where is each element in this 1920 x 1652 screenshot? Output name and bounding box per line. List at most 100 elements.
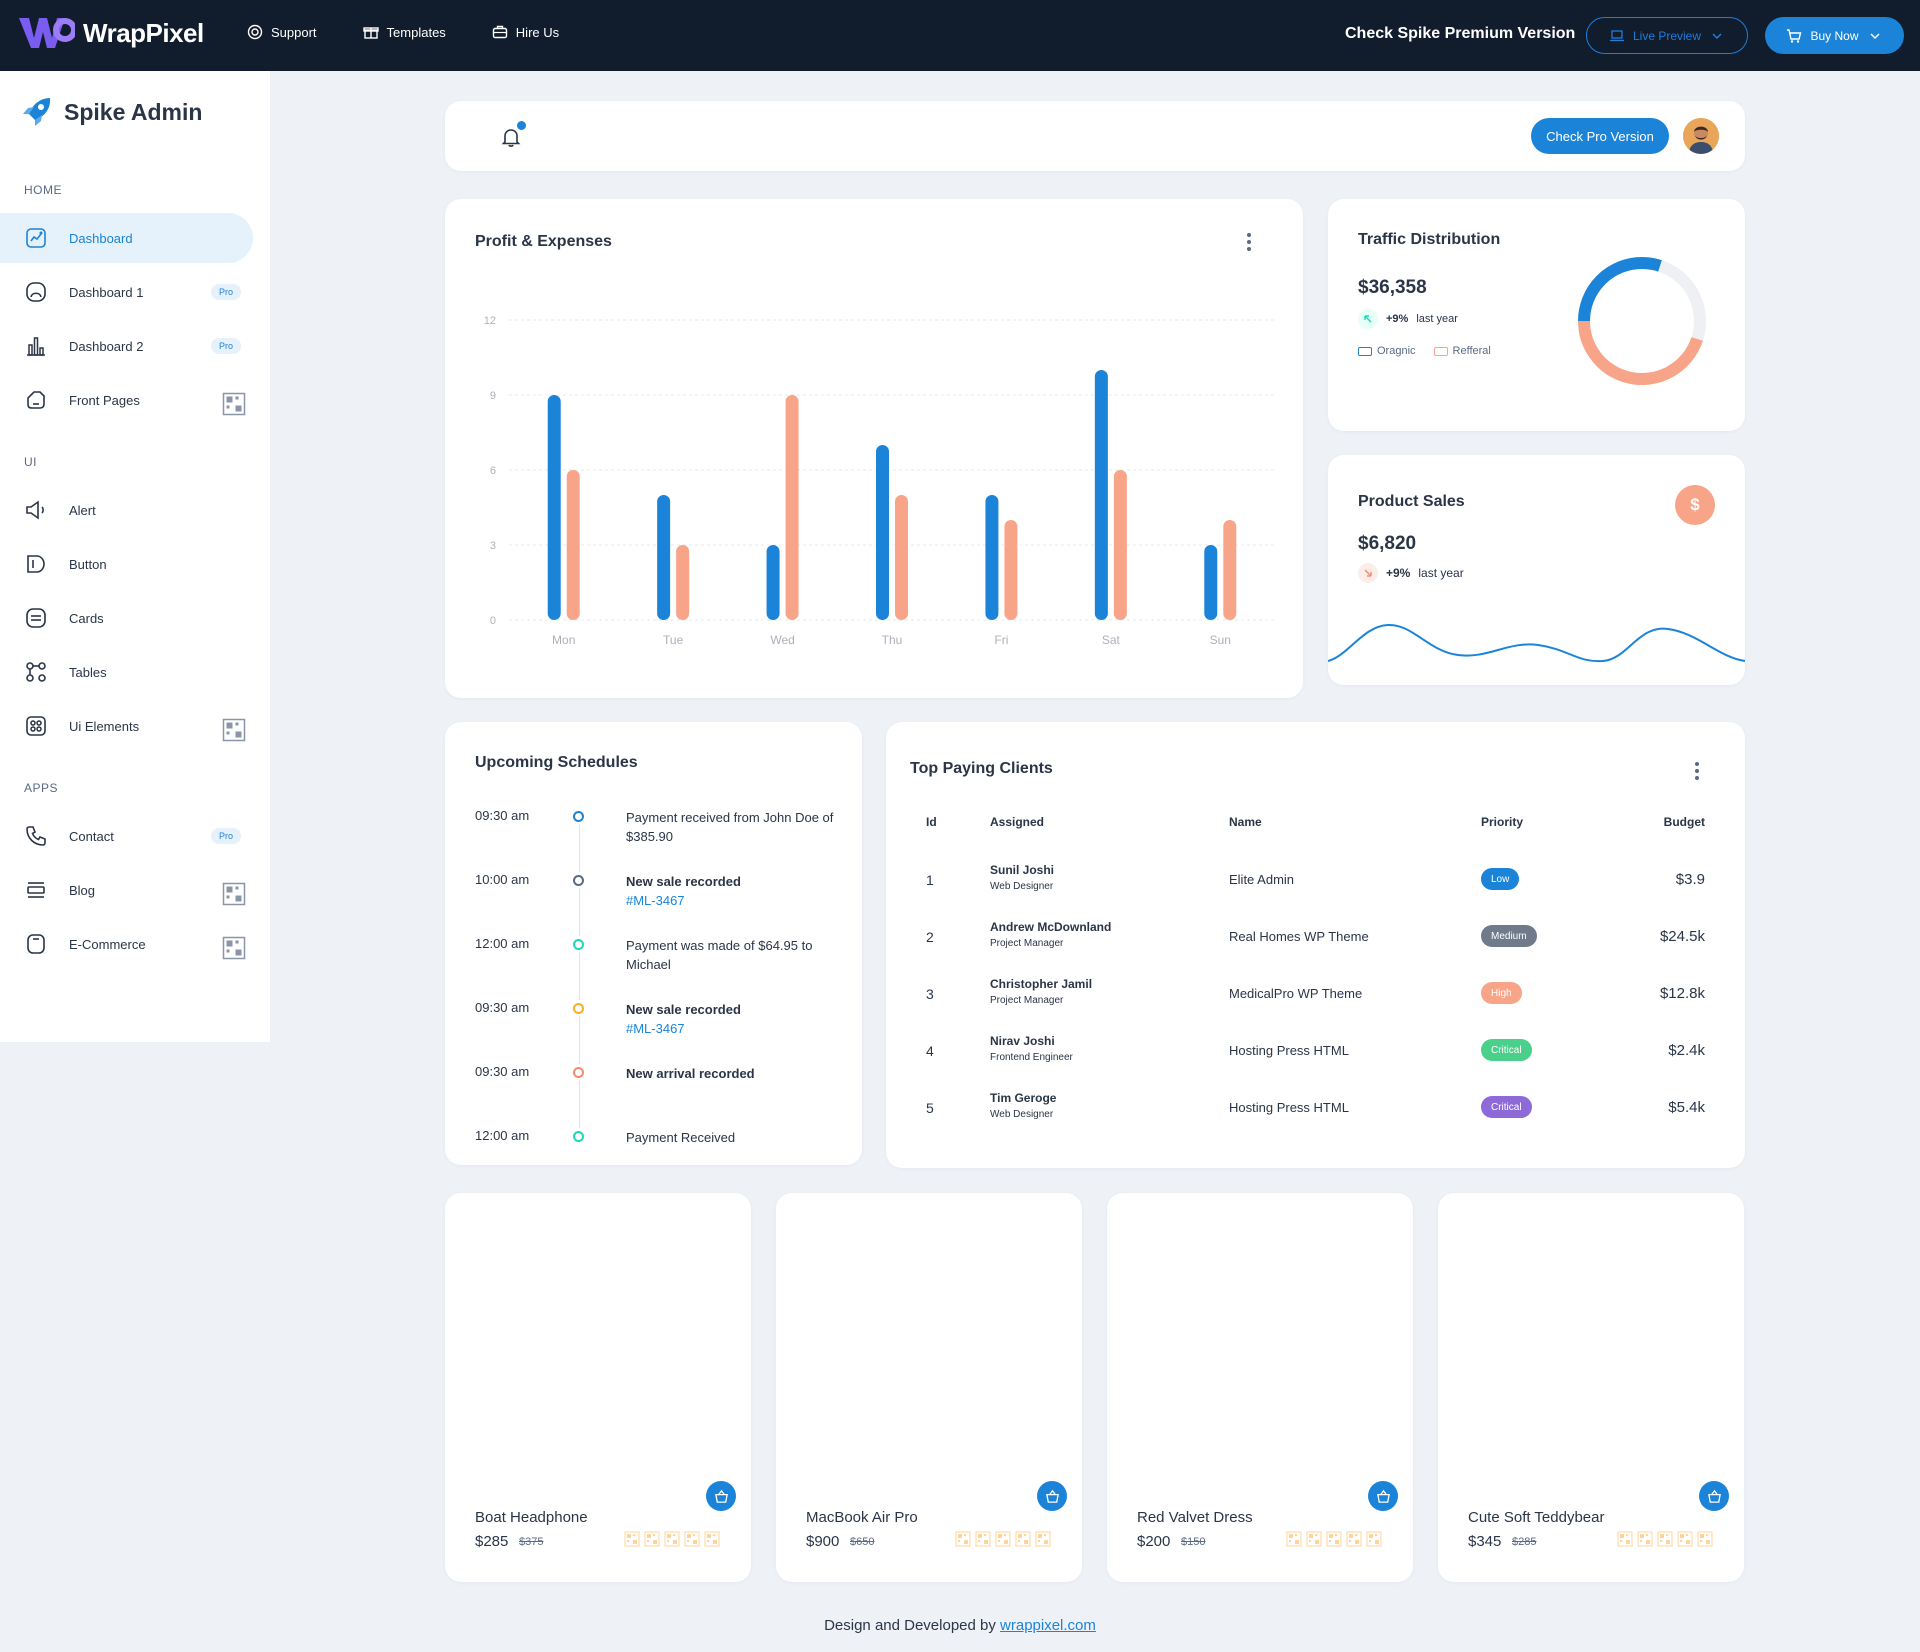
add-to-cart-button[interactable]: [706, 1481, 736, 1511]
clients-title: Top Paying Clients: [910, 760, 1053, 777]
table-row[interactable]: 2 Andrew McDownland Project Manager Real Ho…: [886, 909, 1745, 967]
sidebar-item-label: Tables: [69, 664, 107, 680]
bar-mon-series-1[interactable]: [547, 395, 561, 620]
sidebar-item-dashboard-1[interactable]: Dashboard 1 Pro: [0, 267, 253, 317]
star-icon: [1677, 1531, 1693, 1547]
bar-thu-series-1[interactable]: [876, 445, 889, 620]
bar-mon-series-2[interactable]: [566, 470, 580, 620]
tag-icon: [27, 555, 45, 573]
sidebar-item-ui-elements[interactable]: Ui Elements: [0, 701, 253, 751]
more-menu-icon[interactable]: [1247, 233, 1251, 251]
top-links: Support Templates Hire Us: [247, 24, 559, 40]
cell-assigned: Christopher Jamil: [990, 977, 1093, 991]
footer-link[interactable]: wrappixel.com: [1000, 1617, 1096, 1634]
product-name[interactable]: Cute Soft Teddybear: [1468, 1509, 1605, 1526]
table-icon: [26, 662, 46, 682]
sidebar-item-button[interactable]: Button: [0, 539, 253, 589]
sidebar-item-ecommerce[interactable]: E-Commerce: [0, 919, 253, 969]
donut-organic-arc: [1578, 257, 1706, 385]
cell-assigned: Andrew McDownland: [990, 920, 1112, 934]
sidebar-item-label: Blog: [69, 882, 96, 898]
bar-sat-series-1[interactable]: [1094, 370, 1108, 620]
buy-now-button[interactable]: Buy Now: [1765, 17, 1904, 54]
product-card[interactable]: Boat Headphone $285 $375: [445, 1193, 751, 1582]
avatar[interactable]: [1683, 118, 1719, 154]
footer: Design and Developed by wrappixel.com: [0, 1617, 1920, 1634]
bar-wed-series-2[interactable]: [785, 395, 799, 620]
sidebar-item-dashboard-2[interactable]: Dashboard 2 Pro: [0, 321, 253, 371]
sidebar-item-label: Dashboard 2: [69, 338, 144, 354]
live-preview-button[interactable]: Live Preview: [1586, 17, 1748, 54]
hire-us-link[interactable]: Hire Us: [492, 24, 559, 40]
user-avatar-icon: [1683, 118, 1719, 154]
table-row[interactable]: 1 Sunil Joshi Web Designer Elite Admin Low $3…: [886, 852, 1745, 910]
bar-sun-series-1[interactable]: [1204, 545, 1218, 620]
product-card[interactable]: Cute Soft Teddybear $345 $285: [1438, 1193, 1744, 1582]
bar-thu-series-2[interactable]: [895, 495, 908, 620]
hire-us-label: Hire Us: [515, 24, 560, 40]
sidebar-item-dashboard[interactable]: Dashboard: [0, 213, 253, 263]
sidebar-item-alert[interactable]: Alert: [0, 485, 253, 535]
timeline-dot: [573, 1003, 584, 1014]
header-card: Check Pro Version: [445, 101, 1745, 171]
cell-assigned: Tim Geroge: [990, 1091, 1057, 1105]
add-to-cart-button[interactable]: [1699, 1481, 1729, 1511]
product-old-price: $285: [1512, 1536, 1537, 1548]
sidebar-item-cards[interactable]: Cards: [0, 593, 253, 643]
x-tick-label: Sat: [1102, 633, 1121, 647]
bar-wed-series-1[interactable]: [766, 545, 780, 620]
star-icon: [1326, 1531, 1342, 1547]
schedule-link[interactable]: #ML-3467: [626, 893, 685, 908]
footer-text: Design and Developed by: [824, 1617, 1001, 1634]
nav-section-apps: APPS: [24, 781, 59, 795]
traffic-trend-pct: +9%: [1386, 313, 1409, 325]
product-old-price: $650: [850, 1536, 875, 1548]
bar-chart-icon: [27, 337, 45, 356]
sidebar-item-contact[interactable]: Contact Pro: [0, 811, 253, 861]
table-row[interactable]: 4 Nirav Joshi Frontend Engineer Hosting Pre…: [886, 1023, 1745, 1081]
schedule-link[interactable]: #ML-3467: [626, 1021, 685, 1036]
bar-fri-series-1[interactable]: [985, 495, 999, 620]
sidebar-item-blog[interactable]: Blog: [0, 865, 253, 915]
nav-section-home: HOME: [24, 183, 62, 197]
star-icon: [1015, 1531, 1031, 1547]
col-header-assigned: Assigned: [990, 815, 1045, 829]
product-card[interactable]: Red Valvet Dress $200 $150: [1107, 1193, 1413, 1582]
chevron-down-icon: [1869, 32, 1880, 39]
cell-name: Real Homes WP Theme: [1229, 929, 1369, 944]
add-to-cart-button[interactable]: [1037, 1481, 1067, 1511]
schedule-text: New sale recorded #ML-3467: [626, 872, 841, 910]
pro-badge: Pro: [211, 828, 241, 844]
support-link[interactable]: Support: [247, 24, 317, 40]
product-card[interactable]: MacBook Air Pro $900 $650: [776, 1193, 1082, 1582]
chart-icon: [26, 228, 46, 248]
schedule-description: Payment was made of $64.95 to Michael: [626, 938, 813, 972]
more-menu-icon[interactable]: [1695, 762, 1699, 780]
bar-tue-series-1[interactable]: [657, 495, 671, 620]
bar-fri-series-2[interactable]: [1004, 520, 1018, 620]
col-header-id: Id: [926, 815, 937, 829]
col-header-budget: Budget: [1663, 815, 1705, 829]
bar-sat-series-2[interactable]: [1113, 470, 1127, 620]
check-pro-button[interactable]: Check Pro Version: [1531, 118, 1669, 154]
traffic-distribution-card: Traffic Distribution $36,358 +9% last ye…: [1328, 199, 1745, 431]
sidebar-item-tables[interactable]: Tables: [0, 647, 253, 697]
templates-link[interactable]: Templates: [362, 24, 446, 40]
spike-logo[interactable]: Spike Admin: [20, 95, 202, 129]
bar-tue-series-2[interactable]: [676, 545, 690, 620]
wrappixel-logo[interactable]: WrapPixel: [17, 16, 204, 50]
table-row[interactable]: 3 Christopher Jamil Project Manager Medical…: [886, 966, 1745, 1024]
basket-icon: [714, 1489, 728, 1503]
product-name[interactable]: Red Valvet Dress: [1137, 1509, 1253, 1526]
sidebar-item-front-pages[interactable]: Front Pages: [0, 375, 253, 425]
star-icon: [1617, 1531, 1633, 1547]
star-icon: [1035, 1531, 1051, 1547]
bell-icon[interactable]: [499, 125, 523, 149]
product-name[interactable]: Boat Headphone: [475, 1509, 588, 1526]
support-label: Support: [271, 24, 317, 40]
cell-name: Hosting Press HTML: [1229, 1100, 1349, 1115]
bar-sun-series-2[interactable]: [1223, 520, 1237, 620]
table-row[interactable]: 5 Tim Geroge Web Designer Hosting Press HTM…: [886, 1080, 1745, 1138]
add-to-cart-button[interactable]: [1368, 1481, 1398, 1511]
product-name[interactable]: MacBook Air Pro: [806, 1509, 918, 1526]
